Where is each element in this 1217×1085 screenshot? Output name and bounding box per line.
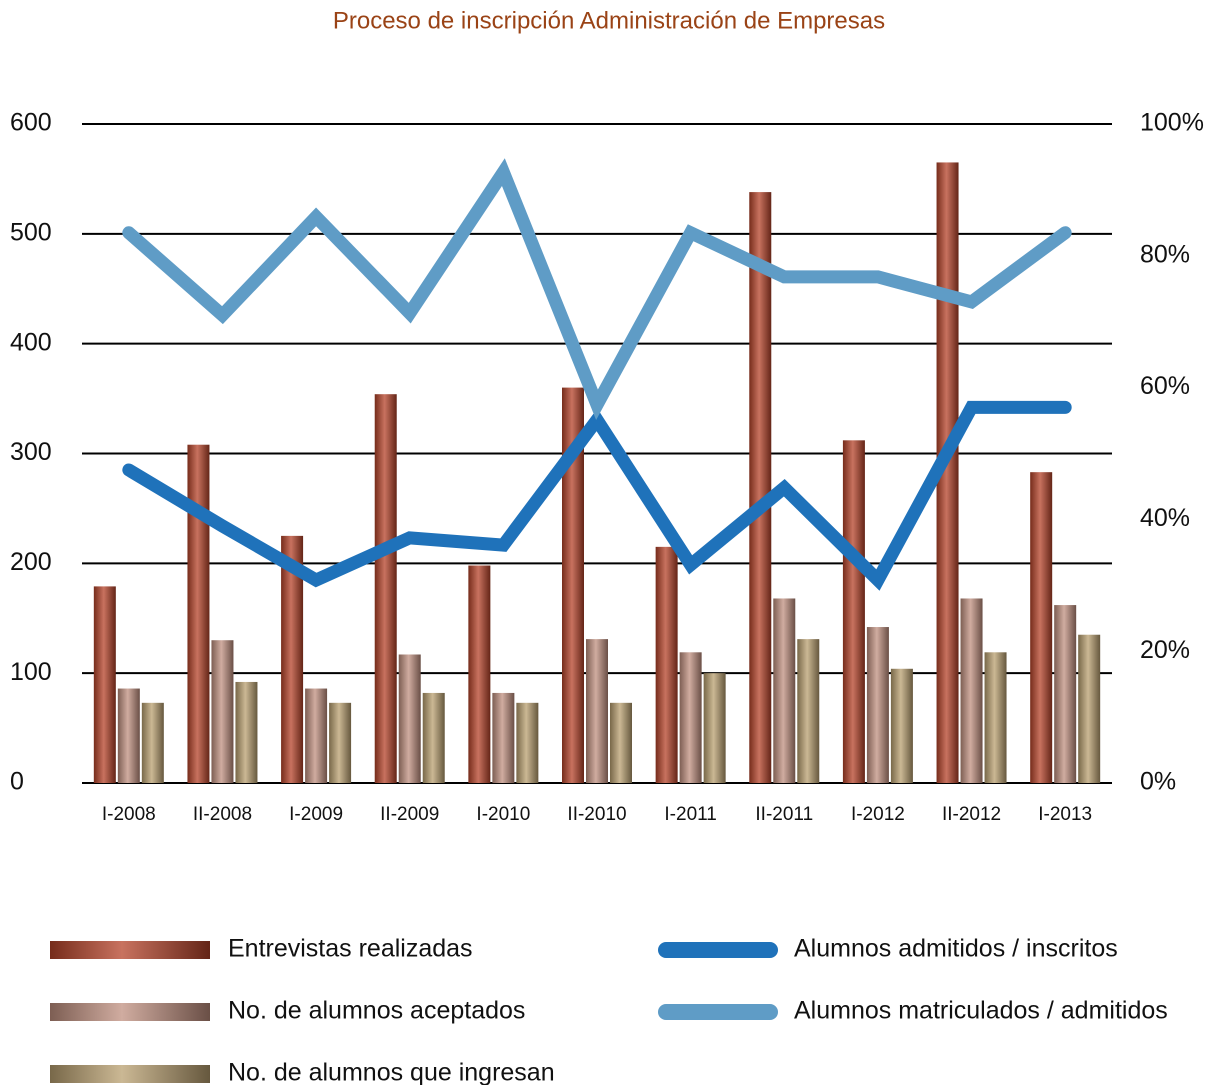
bar	[117, 688, 140, 783]
bar	[468, 565, 491, 783]
bar	[866, 627, 889, 783]
x-tick-label: I-2010	[476, 804, 530, 825]
legend-swatch	[50, 1003, 210, 1021]
bar	[422, 692, 445, 783]
x-tick-label: II-2011	[755, 804, 813, 825]
bar	[305, 688, 328, 783]
legend-label: No. de alumnos que ingresan	[228, 1059, 555, 1085]
x-tick-label: I-2008	[102, 804, 156, 825]
x-tick-label: I-2013	[1038, 804, 1092, 825]
legend-swatch	[50, 941, 210, 959]
bar	[773, 598, 796, 783]
y-tick-label: 100	[10, 658, 52, 686]
bar	[187, 444, 210, 783]
line	[122, 158, 1072, 420]
y-tick-label: 400	[10, 328, 52, 356]
x-tick-label: I-2009	[289, 804, 343, 825]
bar	[141, 702, 164, 783]
y2-tick-label: 0%	[1140, 768, 1176, 796]
bar	[960, 598, 983, 783]
y2-tick-label: 100%	[1140, 109, 1204, 137]
bar	[281, 535, 304, 783]
bar	[586, 639, 608, 783]
y2-tick-label: 40%	[1140, 504, 1190, 532]
bar	[797, 639, 820, 783]
y-tick-label: 200	[10, 548, 52, 576]
legend-label: Alumnos admitidos / inscritos	[794, 935, 1118, 963]
bar	[235, 681, 258, 783]
y-tick-label: 600	[10, 109, 52, 137]
x-tick-label: II-2012	[942, 804, 1001, 825]
bar	[890, 668, 913, 783]
x-tick-label: II-2010	[567, 804, 626, 825]
bar	[93, 586, 116, 783]
y2-tick-label: 60%	[1140, 372, 1190, 400]
bar	[562, 387, 584, 783]
bar	[398, 654, 421, 783]
bar	[610, 702, 632, 783]
y2-tick-label: 80%	[1140, 240, 1190, 268]
bar	[329, 702, 352, 783]
chart-title: Proceso de inscripción Administración de…	[333, 7, 885, 34]
bar	[936, 162, 959, 784]
x-tick-label: II-2009	[380, 804, 439, 825]
bar	[1078, 634, 1101, 783]
y2-tick-label: 20%	[1140, 636, 1190, 664]
bar	[703, 673, 726, 783]
y-tick-label: 0	[10, 768, 24, 796]
bar	[984, 652, 1007, 783]
bar	[1054, 605, 1077, 783]
x-tick-label: I-2012	[851, 804, 905, 825]
bar	[374, 394, 397, 783]
legend-label: Alumnos matriculados / admitidos	[794, 997, 1168, 1025]
bar	[749, 192, 772, 783]
x-tick-label: II-2008	[193, 804, 252, 825]
bar	[1030, 472, 1053, 783]
legend-label: Entrevistas realizadas	[228, 935, 473, 963]
y-tick-label: 500	[10, 218, 52, 246]
bar	[516, 702, 539, 783]
bar	[679, 652, 702, 783]
line	[122, 400, 1072, 591]
legend-label: No. de alumnos aceptados	[228, 997, 525, 1025]
bar	[655, 546, 678, 783]
bar	[842, 440, 865, 783]
x-tick-label: I-2011	[664, 804, 716, 825]
y-tick-label: 300	[10, 438, 52, 466]
legend-swatch	[50, 1065, 210, 1083]
bar	[211, 640, 234, 783]
bar	[492, 692, 515, 783]
